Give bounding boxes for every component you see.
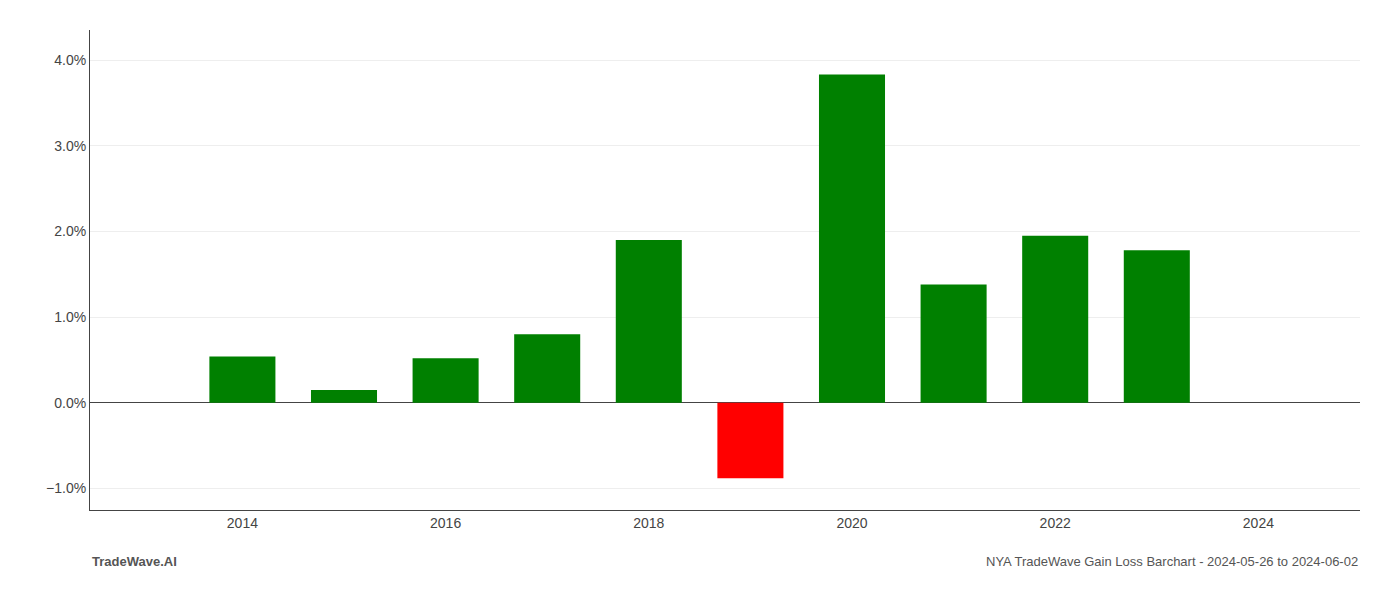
- svg-text:3.0%: 3.0%: [54, 138, 86, 154]
- svg-text:−1.0%: −1.0%: [46, 480, 86, 496]
- svg-text:4.0%: 4.0%: [54, 52, 86, 68]
- svg-text:2014: 2014: [227, 515, 258, 531]
- svg-text:2016: 2016: [430, 515, 461, 531]
- svg-text:NYA TradeWave Gain Loss Barcha: NYA TradeWave Gain Loss Barchart - 2024-…: [986, 554, 1358, 569]
- svg-text:2020: 2020: [836, 515, 867, 531]
- svg-text:1.0%: 1.0%: [54, 309, 86, 325]
- svg-text:2.0%: 2.0%: [54, 223, 86, 239]
- svg-text:2024: 2024: [1243, 515, 1274, 531]
- svg-text:TradeWave.AI: TradeWave.AI: [92, 554, 177, 569]
- svg-text:2018: 2018: [633, 515, 664, 531]
- svg-text:0.0%: 0.0%: [54, 395, 86, 411]
- svg-text:2022: 2022: [1040, 515, 1071, 531]
